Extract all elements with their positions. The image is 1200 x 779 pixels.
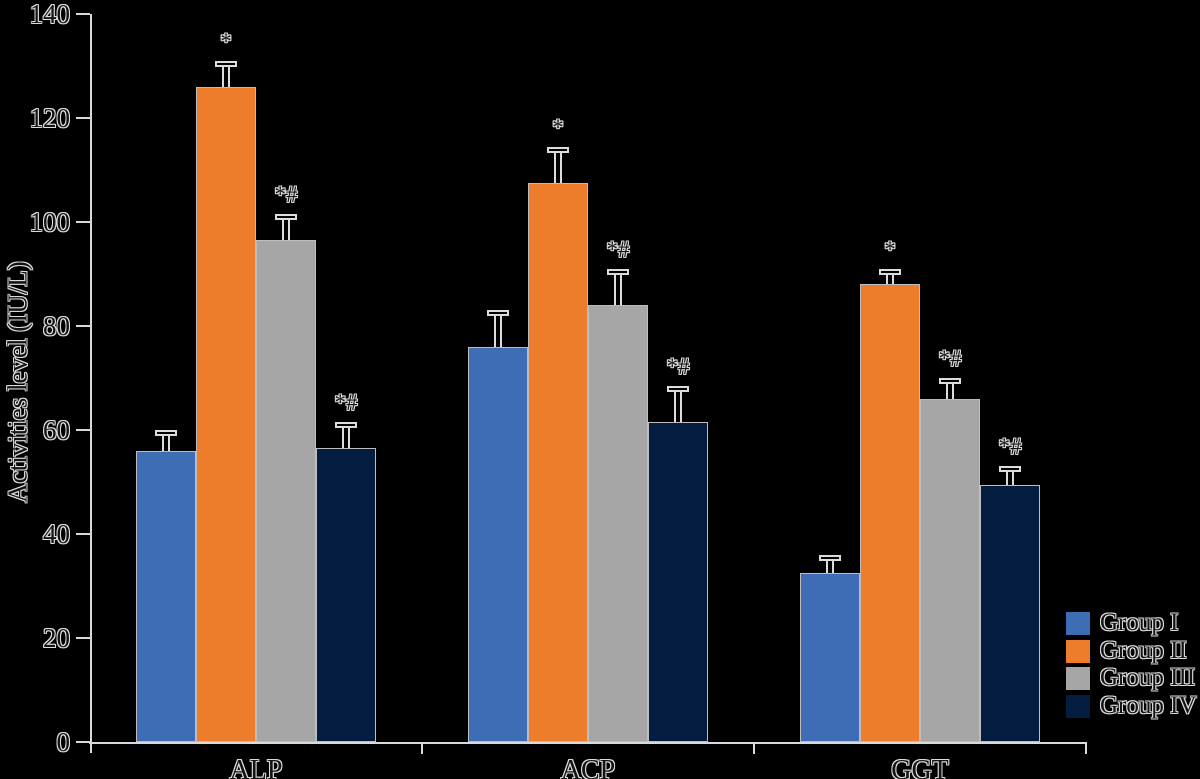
bar-group-i-ggt — [800, 573, 860, 742]
legend-swatch-group-ii — [1066, 639, 1090, 663]
significance-annotation: *# — [606, 236, 630, 262]
error-bar-stem — [494, 315, 502, 347]
x-category-label: ACP — [560, 755, 616, 779]
x-axis-tick — [753, 742, 755, 754]
legend-swatch-group-iii — [1066, 667, 1090, 690]
significance-annotation: * — [220, 28, 232, 54]
error-bar-cap — [547, 146, 569, 153]
significance-annotation: * — [884, 236, 896, 262]
legend-swatch-group-iv — [1066, 694, 1090, 718]
error-bar-stem — [614, 273, 622, 306]
y-axis-tick — [76, 533, 90, 535]
error-bar-stem — [826, 559, 834, 573]
y-axis-tick — [76, 325, 90, 327]
x-axis-line — [89, 742, 1087, 744]
legend-swatch-group-i — [1066, 612, 1090, 635]
error-bar-cap — [215, 60, 237, 67]
bar-group-iii-acp — [588, 305, 648, 742]
y-axis-tick — [76, 741, 90, 743]
error-bar-cap — [335, 422, 357, 429]
y-axis-line — [90, 14, 92, 753]
error-bar-cap — [155, 430, 177, 436]
error-bar-cap — [999, 466, 1021, 473]
bar-group-iii-ggt — [920, 398, 980, 742]
x-category-label: GGT — [891, 755, 949, 779]
bar-group-iv-alp — [316, 448, 376, 742]
y-tick-label: 140 — [29, 0, 71, 29]
bar-group-iv-ggt — [980, 484, 1040, 742]
x-category-label: ALP — [229, 755, 283, 779]
legend-label: Group I — [1100, 609, 1179, 636]
error-bar-cap — [939, 378, 961, 384]
error-bar-stem — [946, 383, 954, 399]
legend-label: Group IV — [1100, 691, 1197, 719]
error-bar-stem — [282, 219, 290, 241]
legend-label: Group III — [1100, 664, 1196, 691]
x-axis-tick — [421, 742, 423, 754]
bar-group-ii-ggt — [860, 284, 920, 742]
error-bar-stem — [886, 273, 894, 285]
y-tick-label: 60 — [43, 415, 70, 445]
y-axis-tick — [76, 429, 90, 431]
y-tick-label: 120 — [29, 103, 71, 133]
significance-annotation: *# — [998, 434, 1022, 460]
y-axis-tick — [76, 13, 90, 15]
error-bar-stem — [554, 151, 562, 183]
bar-group-ii-acp — [528, 183, 588, 742]
y-tick-label: 80 — [43, 311, 70, 341]
y-tick-label: 0 — [56, 727, 71, 757]
y-tick-label: 20 — [43, 623, 70, 653]
y-axis-tick — [76, 221, 90, 223]
bar-group-i-acp — [468, 346, 528, 742]
error-bar-cap — [667, 385, 689, 392]
significance-annotation: *# — [274, 182, 298, 208]
significance-annotation: * — [552, 114, 564, 140]
significance-annotation: *# — [334, 390, 358, 416]
error-bar-cap — [607, 268, 629, 275]
significance-annotation: *# — [938, 346, 962, 371]
y-tick-label: 100 — [29, 207, 71, 237]
error-bar-stem — [342, 427, 350, 449]
error-bar-stem — [1006, 471, 1014, 485]
bar-group-iv-acp — [648, 422, 708, 742]
y-tick-label: 40 — [43, 519, 70, 549]
error-bar-stem — [162, 435, 170, 451]
error-bar-stem — [222, 65, 230, 87]
x-axis-tick — [1085, 742, 1087, 754]
y-axis-tick — [76, 117, 90, 119]
significance-annotation: *# — [666, 353, 690, 379]
error-bar-cap — [879, 268, 901, 275]
error-bar-cap — [819, 554, 841, 561]
legend-label: Group II — [1100, 636, 1187, 664]
y-axis-tick — [76, 637, 90, 639]
bar-group-i-alp — [136, 450, 196, 742]
bar-group-ii-alp — [196, 86, 256, 742]
error-bar-cap — [487, 310, 509, 317]
error-bar-cap — [275, 214, 297, 221]
bar-group-iii-alp — [256, 240, 316, 742]
error-bar-stem — [674, 390, 682, 423]
